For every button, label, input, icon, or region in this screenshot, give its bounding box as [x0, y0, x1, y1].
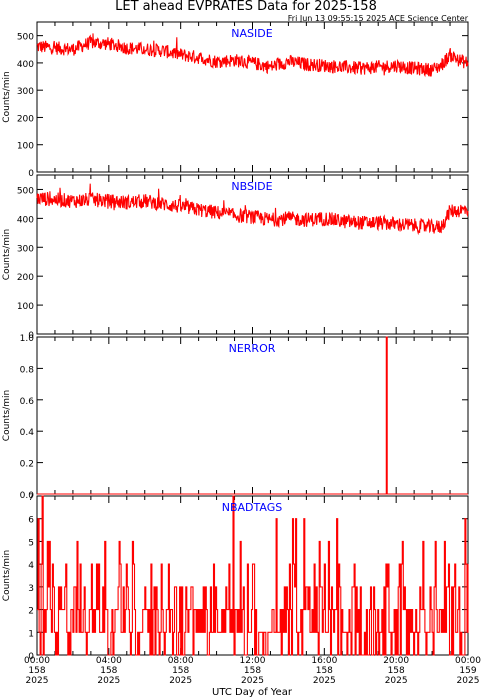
y-tick-label: 7	[28, 493, 34, 503]
timestamp: Fri Jun 13 09:55:15 2025 ACE Science Cen…	[288, 14, 469, 23]
y-tick-label: 0	[28, 652, 34, 662]
series-line-nbadtags	[37, 495, 469, 656]
y-axis-label: Counts/min	[2, 390, 12, 441]
panel-title: NASIDE	[231, 27, 272, 40]
y-tick-label: 500	[17, 186, 34, 196]
x-axis-label: UTC Day of Year	[212, 687, 293, 698]
x-tick-label: 158	[28, 666, 45, 676]
panel-frame	[36, 336, 469, 495]
panel-title: NERROR	[229, 342, 276, 355]
x-tick-label: 158	[100, 666, 117, 676]
x-tick-label: 2025	[169, 676, 192, 686]
x-tick-label: 2025	[385, 676, 408, 686]
x-tick-label: 12:00	[240, 656, 266, 666]
series-line-naside	[36, 33, 469, 78]
y-tick-label: 200	[17, 114, 34, 124]
y-tick-label: 500	[17, 33, 34, 43]
y-axis-label: Counts/min	[2, 229, 12, 280]
panel-nbside: 0 100 200 300 400 500 Counts/min NBSIDE	[2, 174, 469, 341]
x-tick-label: 16:00	[311, 656, 337, 666]
y-axis-label: Counts/min	[2, 71, 12, 122]
y-tick-label: 2	[28, 607, 34, 617]
y-tick-label: 0.4	[20, 428, 35, 438]
panel-nbadtags: 0 1 2 3 4 5 6 7 Counts/min NBADTAGS	[2, 493, 469, 662]
y-tick-label: 4	[28, 561, 34, 571]
x-tick-label: 04:00	[96, 656, 122, 666]
x-tick-label: 2025	[241, 676, 264, 686]
y-tick-label: 100	[17, 142, 34, 152]
y-tick-label: 0.0	[20, 491, 35, 501]
y-tick-label: 300	[17, 244, 34, 254]
series-line-nbside	[36, 183, 469, 236]
panel-title: NBADTAGS	[222, 501, 282, 514]
x-tick-labels: 00:00158202504:00158202508:00158202512:0…	[24, 656, 481, 686]
y-tick-label: 100	[17, 302, 34, 312]
y-tick-label: 300	[17, 87, 34, 97]
y-tick-label: 3	[28, 584, 34, 594]
x-tick-label: 158	[388, 666, 405, 676]
x-tick-label: 2025	[457, 676, 480, 686]
x-tick-label: 2025	[26, 676, 49, 686]
series-line-nerror	[37, 336, 468, 495]
x-tick-label: 158	[316, 666, 333, 676]
x-tick-label: 00:00	[455, 656, 481, 666]
y-tick-label: 400	[17, 60, 34, 70]
y-tick-label: 400	[17, 215, 34, 225]
y-tick-label: 6	[28, 516, 34, 526]
x-tick-label: 158	[244, 666, 261, 676]
y-tick-label: 200	[17, 273, 34, 283]
y-tick-label: 0.2	[20, 460, 34, 470]
panel-naside: 0 100 200 300 400 500 Counts/min NASIDE	[2, 21, 469, 179]
x-tick-label: 08:00	[168, 656, 194, 666]
y-tick-label: 1.0	[20, 334, 35, 344]
figure-title: LET ahead EVPRATES Data for 2025-158	[115, 0, 377, 14]
panel-title: NBSIDE	[231, 180, 272, 193]
panel-nerror: 0.0 0.2 0.4 0.6 0.8 1.0 Counts/min NERROR	[2, 334, 469, 501]
y-tick-label: 0	[28, 331, 34, 341]
y-tick-label: 0.6	[20, 397, 35, 407]
x-tick-label: 20:00	[383, 656, 409, 666]
y-axis-label: Counts/min	[2, 550, 12, 601]
x-tick-label: 00:00	[24, 656, 50, 666]
chart-panels: 0 100 200 300 400 500 Counts/min NASIDE 0 100 200 3…	[2, 21, 481, 686]
x-tick-label: 2025	[97, 676, 120, 686]
x-tick-label: 159	[459, 666, 476, 676]
y-tick-label: 0	[28, 169, 34, 179]
x-tick-label: 158	[172, 666, 189, 676]
x-tick-label: 2025	[313, 676, 336, 686]
y-tick-label: 0.8	[20, 365, 35, 375]
y-tick-label: 1	[28, 629, 34, 639]
y-tick-label: 5	[28, 538, 34, 548]
